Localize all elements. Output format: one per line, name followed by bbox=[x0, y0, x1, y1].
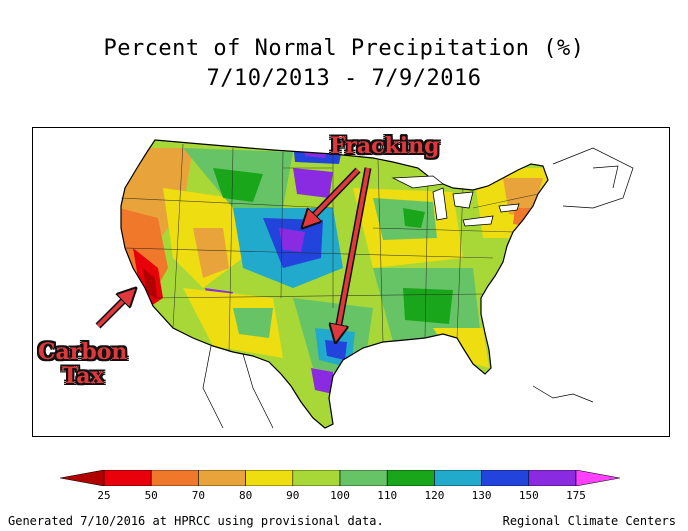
legend-swatch-max bbox=[575, 470, 620, 486]
legend-label: 130 bbox=[471, 489, 492, 502]
legend-label: 110 bbox=[377, 489, 398, 502]
legend-swatch-min bbox=[60, 470, 105, 486]
legend-label: 50 bbox=[144, 489, 158, 502]
great-lakes bbox=[391, 175, 520, 227]
legend-swatch-100-110 bbox=[339, 470, 388, 486]
legend-swatch-80-90 bbox=[245, 470, 294, 486]
legend-swatch-120-130 bbox=[434, 470, 482, 486]
us-outline bbox=[120, 139, 549, 429]
legend-label: 80 bbox=[238, 489, 253, 502]
precipitation-field bbox=[121, 140, 548, 428]
state-boundaries bbox=[120, 143, 539, 353]
footer-source: Regional Climate Centers bbox=[502, 514, 676, 528]
footer-generated-note: Generated 7/10/2016 at HPRCC using provi… bbox=[8, 514, 384, 528]
map-title: Percent of Normal Precipitation (%) 7/10… bbox=[0, 34, 688, 94]
legend-swatch-90-100 bbox=[292, 470, 341, 486]
legend-label: 120 bbox=[424, 489, 445, 502]
legend-swatch-70-80 bbox=[198, 470, 246, 486]
legend-colorbar bbox=[60, 470, 620, 486]
legend-swatch-150-175 bbox=[528, 470, 577, 486]
legend-swatch-110-120 bbox=[386, 470, 435, 486]
legend-label: 175 bbox=[566, 489, 586, 502]
map-title-line1: Percent of Normal Precipitation (%) bbox=[103, 36, 585, 61]
legend-label: 150 bbox=[518, 489, 539, 502]
map-title-date-range: 7/10/2013 - 7/9/2016 bbox=[206, 66, 482, 91]
carbon-tax-annotation-line2: Tax bbox=[62, 363, 104, 389]
legend-swatch-130-150 bbox=[481, 470, 530, 486]
legend-label: 100 bbox=[330, 489, 350, 502]
legend-label: 25 bbox=[97, 489, 111, 502]
legend-label: 70 bbox=[191, 489, 206, 502]
us-precipitation-map bbox=[120, 139, 634, 429]
fracking-annotation: Fracking bbox=[330, 133, 440, 159]
legend-swatch-25-50 bbox=[103, 470, 152, 486]
legend-label: 90 bbox=[286, 489, 300, 502]
neighbor-borders bbox=[202, 147, 634, 429]
legend-swatch-50-70 bbox=[150, 470, 199, 486]
carbon-tax-annotation-line1: Carbon bbox=[38, 339, 128, 365]
map-frame bbox=[32, 127, 670, 437]
